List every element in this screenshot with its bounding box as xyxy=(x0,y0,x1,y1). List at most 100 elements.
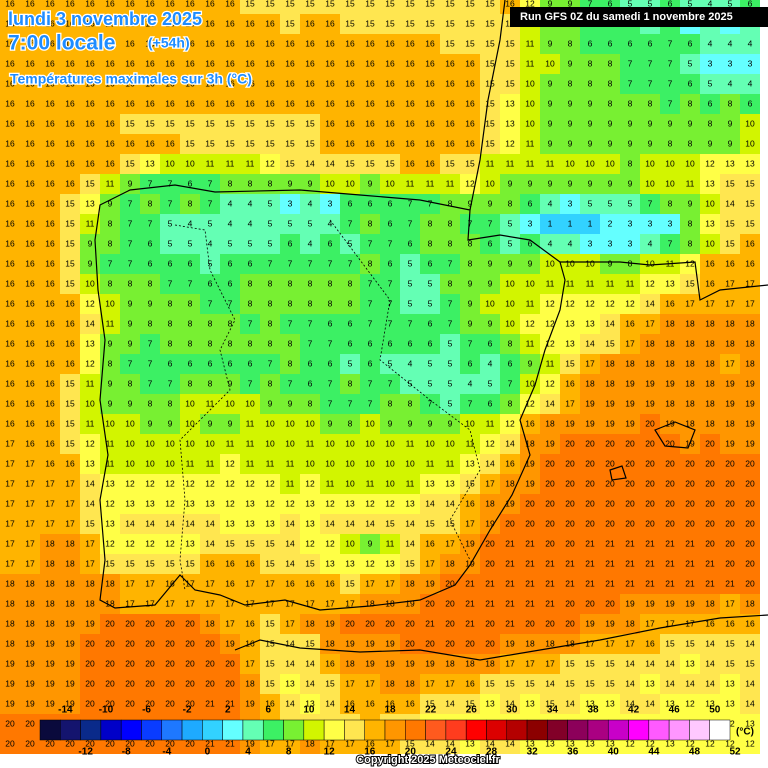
temperature-cell xyxy=(280,114,300,134)
temperature-cell xyxy=(540,534,560,554)
temperature-cell xyxy=(180,214,200,234)
grid-value: 21 xyxy=(525,558,535,568)
temperature-cell xyxy=(160,374,180,394)
temperature-cell xyxy=(220,334,240,354)
grid-value: 15 xyxy=(65,258,75,268)
grid-value: 15 xyxy=(725,178,735,188)
grid-value: 6 xyxy=(488,398,493,408)
temperature-cell xyxy=(440,494,460,514)
temperature-cell xyxy=(620,674,640,694)
grid-value: 19 xyxy=(665,598,675,608)
temperature-cell xyxy=(60,374,80,394)
temperature-cell xyxy=(180,474,200,494)
grid-value: 17 xyxy=(725,598,735,608)
grid-value: 16 xyxy=(25,98,35,108)
grid-value: 7 xyxy=(408,318,413,328)
grid-value: 9 xyxy=(608,118,613,128)
temperature-cell xyxy=(220,234,240,254)
temperature-cell xyxy=(640,394,660,414)
grid-value: 11 xyxy=(506,158,515,168)
grid-value: 13 xyxy=(245,518,255,528)
temperature-cell xyxy=(180,14,200,34)
temperature-cell xyxy=(200,94,220,114)
grid-value: 20 xyxy=(545,458,555,468)
temperature-cell xyxy=(700,74,720,94)
temperature-cell xyxy=(280,274,300,294)
grid-value: 15 xyxy=(105,558,115,568)
temperature-cell xyxy=(480,634,500,654)
temperature-cell xyxy=(220,654,240,674)
grid-value: 7 xyxy=(648,78,653,88)
grid-value: 5 xyxy=(608,198,613,208)
temperature-cell xyxy=(360,574,380,594)
temperature-cell xyxy=(320,254,340,274)
grid-value: 5 xyxy=(208,258,213,268)
grid-value: 12 xyxy=(745,738,755,748)
grid-value: 16 xyxy=(25,378,35,388)
grid-value: 21 xyxy=(485,578,495,588)
temperature-cell xyxy=(320,494,340,514)
grid-value: 7 xyxy=(448,258,453,268)
grid-value: 17 xyxy=(245,578,255,588)
grid-value: 16 xyxy=(25,38,35,48)
temperature-cell xyxy=(280,634,300,654)
grid-value: 13 xyxy=(725,678,735,688)
temperature-cell xyxy=(60,14,80,34)
grid-value: 16 xyxy=(405,138,415,148)
grid-value: 17 xyxy=(385,738,395,748)
grid-value: 14 xyxy=(85,498,95,508)
temperature-cell xyxy=(80,554,100,574)
grid-value: 12 xyxy=(225,478,235,488)
grid-value: 11 xyxy=(326,478,335,488)
grid-value: 9 xyxy=(468,318,473,328)
grid-value: 10 xyxy=(385,178,395,188)
grid-value: 17 xyxy=(25,558,35,568)
grid-value: 17 xyxy=(45,478,55,488)
grid-value: 20 xyxy=(85,698,95,708)
grid-value: 12 xyxy=(305,478,315,488)
grid-value: 6 xyxy=(228,258,233,268)
temperature-cell xyxy=(240,74,260,94)
grid-value: 4 xyxy=(408,358,413,368)
grid-value: 4 xyxy=(248,198,253,208)
colorbar-swatch xyxy=(120,719,142,741)
grid-value: 7 xyxy=(108,258,113,268)
temperature-cell xyxy=(540,434,560,454)
grid-value: 10 xyxy=(165,438,175,448)
grid-value: 16 xyxy=(25,418,35,428)
temperature-cell xyxy=(200,554,220,574)
temperature-cell xyxy=(540,494,560,514)
grid-value: 16 xyxy=(5,38,15,48)
temperature-cell xyxy=(320,234,340,254)
temperature-cell xyxy=(0,254,20,274)
temperature-cell xyxy=(40,154,60,174)
grid-value: 18 xyxy=(685,418,695,428)
temperature-cell xyxy=(680,354,700,374)
temperature-cell xyxy=(200,434,220,454)
grid-value: 16 xyxy=(305,58,315,68)
grid-value: 16 xyxy=(45,258,55,268)
colorbar-swatch xyxy=(323,719,345,741)
temperature-cell xyxy=(100,294,120,314)
temperature-cell xyxy=(200,414,220,434)
temperature-cell xyxy=(360,474,380,494)
grid-value: 9 xyxy=(88,258,93,268)
temperature-cell xyxy=(560,154,580,174)
grid-value: 11 xyxy=(526,58,535,68)
grid-value: 14 xyxy=(565,698,575,708)
grid-value: 14 xyxy=(625,678,635,688)
grid-value: 18 xyxy=(685,378,695,388)
grid-value: 19 xyxy=(605,398,615,408)
grid-value: 16 xyxy=(25,398,35,408)
grid-value: 8 xyxy=(688,238,693,248)
grid-value: 21 xyxy=(645,578,655,588)
temperature-cell xyxy=(20,314,40,334)
grid-value: 20 xyxy=(205,658,215,668)
temperature-cell xyxy=(600,574,620,594)
temperature-cell xyxy=(560,694,580,714)
temperature-cell xyxy=(680,614,700,634)
grid-value: 21 xyxy=(465,598,475,608)
grid-value: 14 xyxy=(745,678,755,688)
grid-value: 10 xyxy=(545,258,555,268)
subtitle: Températures maximales sur 3h (°C) xyxy=(10,71,252,87)
